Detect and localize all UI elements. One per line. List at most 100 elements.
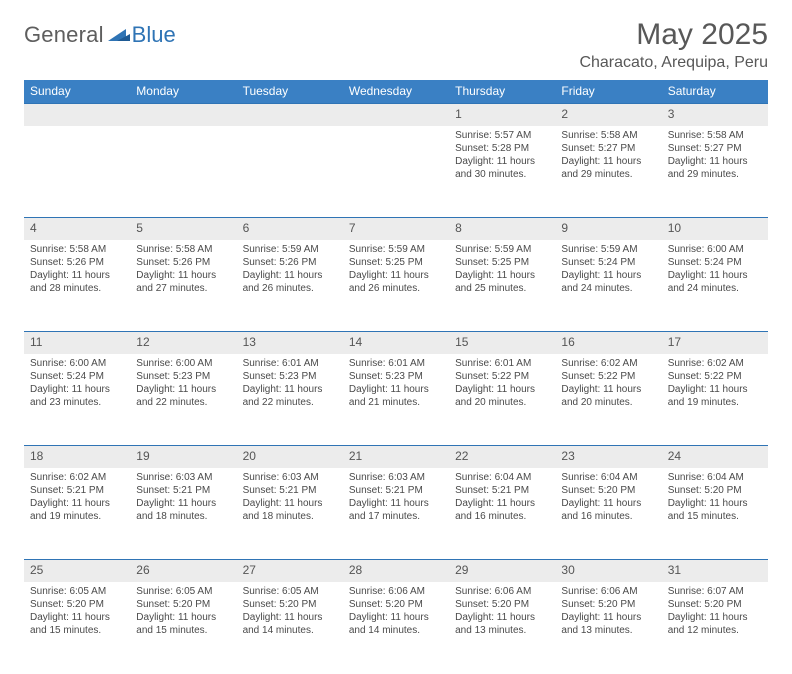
sunset-line: Sunset: 5:23 PM xyxy=(243,370,337,383)
day-info-cell: Sunrise: 6:00 AMSunset: 5:24 PMDaylight:… xyxy=(24,354,130,446)
day-info-cell: Sunrise: 6:02 AMSunset: 5:22 PMDaylight:… xyxy=(662,354,768,446)
day-info-cell: Sunrise: 6:03 AMSunset: 5:21 PMDaylight:… xyxy=(343,468,449,560)
sunrise-line: Sunrise: 6:06 AM xyxy=(561,585,655,598)
logo-text-general: General xyxy=(24,22,104,48)
day-info-cell: Sunrise: 6:01 AMSunset: 5:22 PMDaylight:… xyxy=(449,354,555,446)
day-info-cell: Sunrise: 6:01 AMSunset: 5:23 PMDaylight:… xyxy=(343,354,449,446)
logo-mark-icon xyxy=(108,24,130,47)
sunrise-line: Sunrise: 5:59 AM xyxy=(561,243,655,256)
month-title: May 2025 xyxy=(579,18,768,52)
day-number-cell: 15 xyxy=(449,332,555,354)
sunrise-line: Sunrise: 6:03 AM xyxy=(243,471,337,484)
daylight-line: Daylight: 11 hours and 28 minutes. xyxy=(30,269,124,295)
weekday-header-row: SundayMondayTuesdayWednesdayThursdayFrid… xyxy=(24,80,768,104)
sunset-line: Sunset: 5:23 PM xyxy=(136,370,230,383)
sunset-line: Sunset: 5:21 PM xyxy=(349,484,443,497)
sunrise-line: Sunrise: 6:07 AM xyxy=(668,585,762,598)
weekday-header: Wednesday xyxy=(343,80,449,104)
day-number-cell xyxy=(130,104,236,126)
daylight-line: Daylight: 11 hours and 29 minutes. xyxy=(668,155,762,181)
day-info-cell: Sunrise: 6:04 AMSunset: 5:20 PMDaylight:… xyxy=(662,468,768,560)
sunset-line: Sunset: 5:26 PM xyxy=(243,256,337,269)
daylight-line: Daylight: 11 hours and 22 minutes. xyxy=(136,383,230,409)
day-number-cell: 1 xyxy=(449,104,555,126)
day-number-cell: 26 xyxy=(130,560,236,582)
day-number-row: 25262728293031 xyxy=(24,560,768,582)
sunrise-line: Sunrise: 5:58 AM xyxy=(561,129,655,142)
daylight-line: Daylight: 11 hours and 26 minutes. xyxy=(243,269,337,295)
sunset-line: Sunset: 5:20 PM xyxy=(455,598,549,611)
sunset-line: Sunset: 5:21 PM xyxy=(136,484,230,497)
daylight-line: Daylight: 11 hours and 17 minutes. xyxy=(349,497,443,523)
daylight-line: Daylight: 11 hours and 16 minutes. xyxy=(561,497,655,523)
sunrise-line: Sunrise: 6:05 AM xyxy=(136,585,230,598)
sunrise-line: Sunrise: 6:06 AM xyxy=(455,585,549,598)
day-number-cell: 21 xyxy=(343,446,449,468)
day-number-cell: 13 xyxy=(237,332,343,354)
day-number-cell: 16 xyxy=(555,332,661,354)
daylight-line: Daylight: 11 hours and 24 minutes. xyxy=(561,269,655,295)
title-block: May 2025 Characato, Arequipa, Peru xyxy=(579,18,768,72)
sunrise-line: Sunrise: 6:05 AM xyxy=(30,585,124,598)
sunrise-line: Sunrise: 6:02 AM xyxy=(30,471,124,484)
day-info-cell: Sunrise: 6:07 AMSunset: 5:20 PMDaylight:… xyxy=(662,582,768,674)
sunrise-line: Sunrise: 6:04 AM xyxy=(455,471,549,484)
day-info-cell xyxy=(24,126,130,218)
day-number-cell: 8 xyxy=(449,218,555,240)
daylight-line: Daylight: 11 hours and 21 minutes. xyxy=(349,383,443,409)
sunset-line: Sunset: 5:20 PM xyxy=(349,598,443,611)
day-info-row: Sunrise: 6:00 AMSunset: 5:24 PMDaylight:… xyxy=(24,354,768,446)
daylight-line: Daylight: 11 hours and 20 minutes. xyxy=(455,383,549,409)
day-number-cell: 20 xyxy=(237,446,343,468)
day-number-cell: 7 xyxy=(343,218,449,240)
daylight-line: Daylight: 11 hours and 27 minutes. xyxy=(136,269,230,295)
day-number-cell: 31 xyxy=(662,560,768,582)
day-number-cell xyxy=(24,104,130,126)
sunrise-line: Sunrise: 6:02 AM xyxy=(561,357,655,370)
day-number-cell: 19 xyxy=(130,446,236,468)
day-info-cell: Sunrise: 6:01 AMSunset: 5:23 PMDaylight:… xyxy=(237,354,343,446)
sunset-line: Sunset: 5:25 PM xyxy=(349,256,443,269)
day-info-cell: Sunrise: 6:04 AMSunset: 5:21 PMDaylight:… xyxy=(449,468,555,560)
calendar-table: SundayMondayTuesdayWednesdayThursdayFrid… xyxy=(24,80,768,674)
day-info-cell: Sunrise: 5:57 AMSunset: 5:28 PMDaylight:… xyxy=(449,126,555,218)
sunrise-line: Sunrise: 5:58 AM xyxy=(668,129,762,142)
sunset-line: Sunset: 5:22 PM xyxy=(455,370,549,383)
day-info-cell: Sunrise: 6:02 AMSunset: 5:21 PMDaylight:… xyxy=(24,468,130,560)
sunrise-line: Sunrise: 6:04 AM xyxy=(668,471,762,484)
sunrise-line: Sunrise: 5:59 AM xyxy=(349,243,443,256)
weekday-header: Tuesday xyxy=(237,80,343,104)
day-info-cell: Sunrise: 6:03 AMSunset: 5:21 PMDaylight:… xyxy=(130,468,236,560)
sunrise-line: Sunrise: 6:00 AM xyxy=(136,357,230,370)
sunset-line: Sunset: 5:21 PM xyxy=(30,484,124,497)
sunrise-line: Sunrise: 5:59 AM xyxy=(455,243,549,256)
sunrise-line: Sunrise: 5:58 AM xyxy=(30,243,124,256)
day-number-cell: 25 xyxy=(24,560,130,582)
day-number-cell xyxy=(343,104,449,126)
day-info-cell: Sunrise: 5:58 AMSunset: 5:27 PMDaylight:… xyxy=(662,126,768,218)
sunrise-line: Sunrise: 5:59 AM xyxy=(243,243,337,256)
day-info-cell: Sunrise: 6:00 AMSunset: 5:23 PMDaylight:… xyxy=(130,354,236,446)
day-number-cell: 14 xyxy=(343,332,449,354)
sunset-line: Sunset: 5:21 PM xyxy=(455,484,549,497)
day-number-cell: 24 xyxy=(662,446,768,468)
sunset-line: Sunset: 5:23 PM xyxy=(349,370,443,383)
day-info-cell: Sunrise: 6:06 AMSunset: 5:20 PMDaylight:… xyxy=(449,582,555,674)
day-number-cell: 4 xyxy=(24,218,130,240)
sunrise-line: Sunrise: 6:06 AM xyxy=(349,585,443,598)
daylight-line: Daylight: 11 hours and 15 minutes. xyxy=(136,611,230,637)
sunset-line: Sunset: 5:20 PM xyxy=(243,598,337,611)
sunset-line: Sunset: 5:24 PM xyxy=(30,370,124,383)
sunrise-line: Sunrise: 6:01 AM xyxy=(455,357,549,370)
location-label: Characato, Arequipa, Peru xyxy=(579,54,768,72)
sunrise-line: Sunrise: 6:00 AM xyxy=(668,243,762,256)
weekday-header: Sunday xyxy=(24,80,130,104)
daylight-line: Daylight: 11 hours and 19 minutes. xyxy=(30,497,124,523)
weekday-header: Thursday xyxy=(449,80,555,104)
daylight-line: Daylight: 11 hours and 23 minutes. xyxy=(30,383,124,409)
daylight-line: Daylight: 11 hours and 22 minutes. xyxy=(243,383,337,409)
day-number-cell: 23 xyxy=(555,446,661,468)
daylight-line: Daylight: 11 hours and 25 minutes. xyxy=(455,269,549,295)
sunset-line: Sunset: 5:20 PM xyxy=(30,598,124,611)
sunset-line: Sunset: 5:25 PM xyxy=(455,256,549,269)
